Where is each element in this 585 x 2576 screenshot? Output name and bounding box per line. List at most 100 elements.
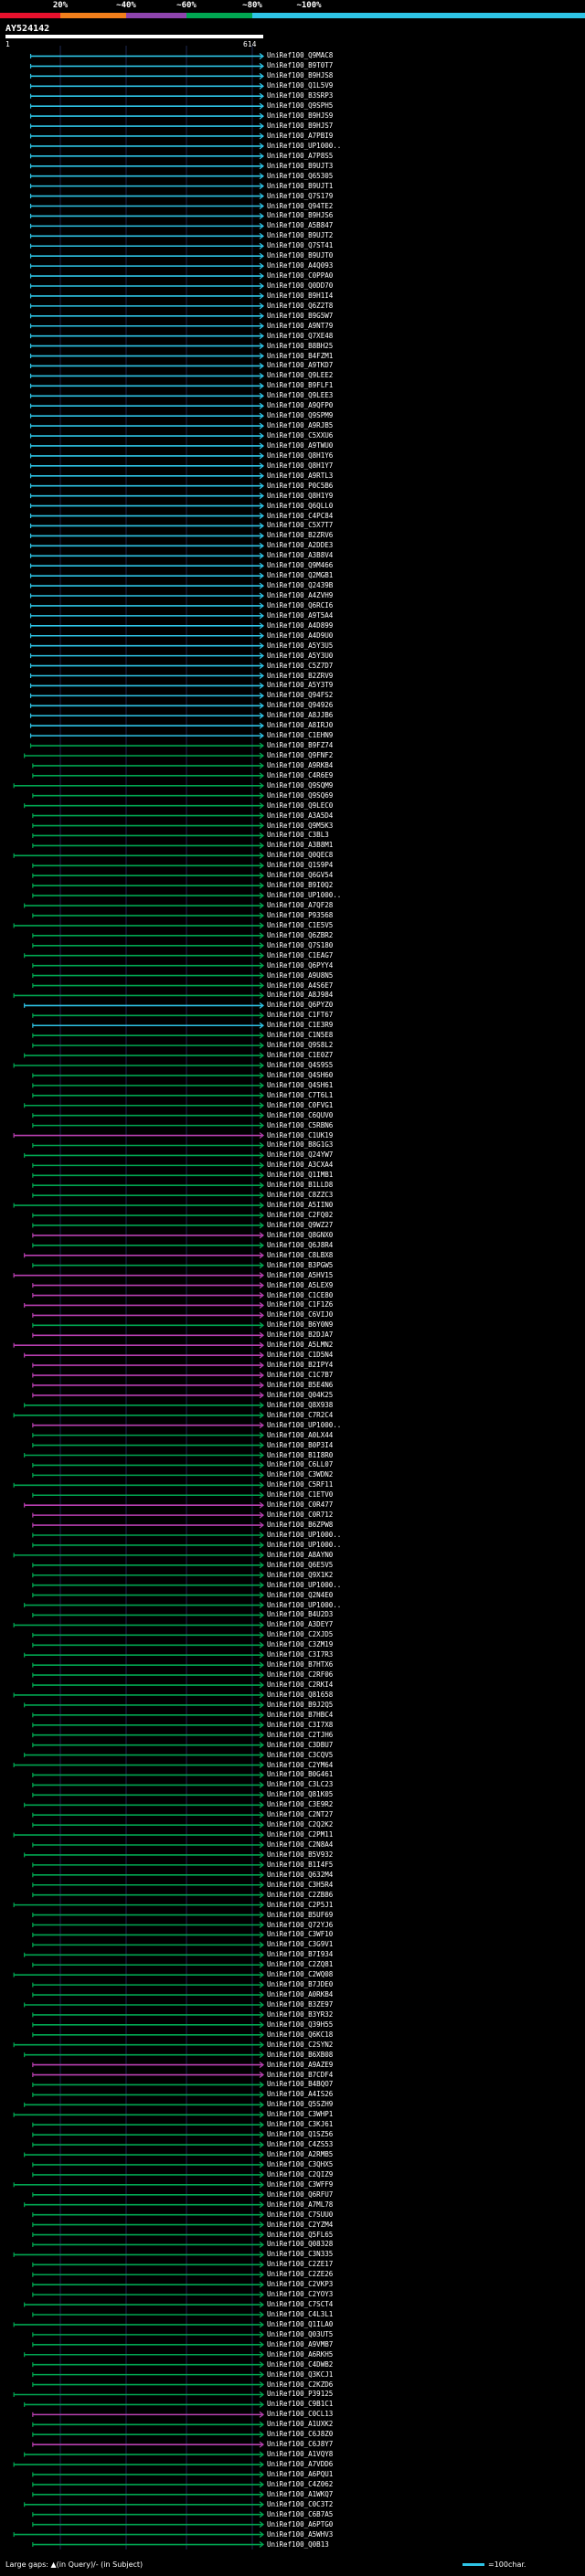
- hit-label[interactable]: UniRef100_C7SUU0: [267, 2210, 334, 2219]
- hit-label[interactable]: UniRef100_A2RMB5: [267, 2150, 334, 2159]
- hit-label[interactable]: UniRef100_Q9FNF2: [267, 750, 334, 759]
- hit-label[interactable]: UniRef100_C2N8A4: [267, 1840, 334, 1849]
- hit-label[interactable]: UniRef100_Q6RCI6: [267, 600, 334, 610]
- hit-label[interactable]: UniRef100_Q65305: [267, 171, 334, 180]
- hit-label[interactable]: UniRef100_A3A5D4: [267, 811, 334, 820]
- hit-label[interactable]: UniRef100_C2ZB86: [267, 1890, 334, 1899]
- hit-label[interactable]: UniRef100_C0PPA0: [267, 271, 334, 281]
- hit-label[interactable]: UniRef100_B6Y0N9: [267, 1320, 334, 1330]
- hit-label[interactable]: UniRef100_B2ZRV6: [267, 531, 334, 540]
- hit-label[interactable]: UniRef100_A3DEY7: [267, 1620, 334, 1629]
- hit-label[interactable]: UniRef100_C2PM11: [267, 1830, 334, 1839]
- hit-label[interactable]: UniRef100_A5LMN2: [267, 1341, 334, 1350]
- hit-label[interactable]: UniRef100_B4BQO7: [267, 2080, 334, 2089]
- hit-label[interactable]: UniRef100_Q9SPM9: [267, 411, 334, 420]
- hit-label[interactable]: UniRef100_C2QIZ9: [267, 2169, 334, 2178]
- hit-label[interactable]: UniRef100_C5Z7D7: [267, 661, 334, 670]
- hit-label[interactable]: UniRef100_A9RKB4: [267, 760, 334, 769]
- hit-label[interactable]: UniRef100_Q94TE2: [267, 201, 334, 210]
- hit-label[interactable]: UniRef100_Q9MAC8: [267, 51, 334, 60]
- hit-label[interactable]: UniRef100_Q0QEC8: [267, 851, 334, 860]
- hit-label[interactable]: UniRef100_Q94FS2: [267, 691, 334, 700]
- hit-label[interactable]: UniRef100_Q5FL65: [267, 2230, 334, 2239]
- hit-label[interactable]: UniRef100_A4ZVH9: [267, 591, 334, 599]
- hit-label[interactable]: UniRef100_B0G461: [267, 1770, 334, 1779]
- hit-label[interactable]: UniRef100_B7I934: [267, 1950, 334, 1959]
- hit-label[interactable]: UniRef100_C2ZE17: [267, 2260, 334, 2269]
- hit-label[interactable]: UniRef100_A2DDE3: [267, 541, 334, 550]
- hit-label[interactable]: UniRef100_B8G1G3: [267, 1140, 334, 1150]
- hit-label[interactable]: UniRef100_Q24YW7: [267, 1150, 334, 1160]
- hit-label[interactable]: UniRef100_C2SYN2: [267, 2040, 334, 2049]
- hit-label[interactable]: UniRef100_Q1ILA0: [267, 2319, 334, 2328]
- hit-label[interactable]: UniRef100_C3WF10: [267, 1930, 334, 1939]
- hit-label[interactable]: UniRef100_Q8H1Y9: [267, 491, 334, 500]
- hit-label[interactable]: UniRef100_Q4SH61: [267, 1080, 334, 1089]
- hit-label[interactable]: UniRef100_A5Y3T9: [267, 681, 334, 690]
- hit-label[interactable]: UniRef100_C2KZD6: [267, 2380, 334, 2389]
- hit-label[interactable]: UniRef100_A5LEX9: [267, 1280, 334, 1289]
- hit-label[interactable]: UniRef100_Q1L5V9: [267, 81, 334, 90]
- hit-label[interactable]: UniRef100_A0LX44: [267, 1430, 334, 1439]
- hit-label[interactable]: UniRef100_C2FQ02: [267, 1211, 334, 1220]
- hit-label[interactable]: UniRef100_A1UXK2: [267, 2420, 334, 2429]
- hit-label[interactable]: UniRef100_A7ML78: [267, 2200, 334, 2209]
- hit-label[interactable]: UniRef100_B4U2D3: [267, 1610, 334, 1619]
- hit-label[interactable]: UniRef100_C1E5V5: [267, 920, 334, 929]
- hit-label[interactable]: UniRef100_C1EAG7: [267, 950, 334, 959]
- hit-label[interactable]: UniRef100_Q6Z2T8: [267, 301, 334, 310]
- hit-label[interactable]: UniRef100_C1ETV0: [267, 1490, 334, 1500]
- hit-label[interactable]: UniRef100_C4PC84: [267, 511, 334, 520]
- hit-label[interactable]: UniRef100_B6XB08: [267, 2050, 334, 2059]
- hit-label[interactable]: UniRef100_C1CE80: [267, 1290, 334, 1299]
- hit-label[interactable]: UniRef100_Q4S9S5: [267, 1061, 334, 1069]
- hit-label[interactable]: UniRef100_Q72YJ6: [267, 1920, 334, 1929]
- hit-label[interactable]: UniRef100_UP1000..: [267, 141, 342, 150]
- hit-label[interactable]: UniRef100_C2XJD5: [267, 1630, 334, 1639]
- hit-label[interactable]: UniRef100_A4D899: [267, 620, 334, 630]
- hit-label[interactable]: UniRef100_A3B8M1: [267, 841, 334, 850]
- hit-label[interactable]: UniRef100_B9G5W7: [267, 311, 334, 320]
- hit-label[interactable]: UniRef100_B9HJS9: [267, 111, 334, 121]
- hit-label[interactable]: UniRef100_Q04K25: [267, 1390, 334, 1399]
- hit-label[interactable]: UniRef100_B9I0Q2: [267, 881, 334, 890]
- hit-label[interactable]: UniRef100_C6QUV0: [267, 1110, 334, 1119]
- hit-label[interactable]: UniRef100_A5IIN0: [267, 1201, 334, 1210]
- hit-label[interactable]: UniRef100_Q7S179: [267, 191, 334, 200]
- hit-label[interactable]: UniRef100_C0R477: [267, 1500, 334, 1510]
- hit-label[interactable]: UniRef100_B9HJS7: [267, 122, 334, 131]
- hit-label[interactable]: UniRef100_C3CQV5: [267, 1750, 334, 1759]
- hit-label[interactable]: UniRef100_C3H5R4: [267, 1880, 334, 1889]
- hit-label[interactable]: UniRef100_Q2439B: [267, 581, 334, 590]
- hit-label[interactable]: UniRef100_Q9WZ27: [267, 1220, 334, 1229]
- hit-label[interactable]: UniRef100_Q7S180: [267, 940, 334, 949]
- hit-label[interactable]: UniRef100_B5V932: [267, 1850, 334, 1859]
- hit-label[interactable]: UniRef100_Q0B13: [267, 2539, 329, 2549]
- hit-label[interactable]: UniRef100_Q6J8R4: [267, 1240, 334, 1249]
- hit-label[interactable]: UniRef100_A6RKH5: [267, 2349, 334, 2359]
- hit-label[interactable]: UniRef100_C3BL3: [267, 831, 329, 840]
- hit-label[interactable]: UniRef100_C1F1Z6: [267, 1300, 334, 1309]
- hit-label[interactable]: UniRef100_B5E4N6: [267, 1380, 334, 1389]
- hit-label[interactable]: UniRef100_Q08328: [267, 2240, 334, 2249]
- hit-label[interactable]: UniRef100_C3LC23: [267, 1780, 334, 1789]
- hit-label[interactable]: UniRef100_C4DWB2: [267, 2359, 334, 2369]
- hit-label[interactable]: UniRef100_C2VKP3: [267, 2280, 334, 2289]
- hit-label[interactable]: UniRef100_Q1S9P4: [267, 861, 334, 870]
- hit-label[interactable]: UniRef100_C2TJH6: [267, 1730, 334, 1739]
- hit-label[interactable]: UniRef100_B5UF69: [267, 1910, 334, 1919]
- hit-label[interactable]: UniRef100_B9T0T7: [267, 61, 334, 70]
- hit-label[interactable]: UniRef100_C3KJ61: [267, 2120, 334, 2129]
- hit-label[interactable]: UniRef100_A4S6E7: [267, 981, 334, 990]
- hit-label[interactable]: UniRef100_C2ZE26: [267, 2270, 334, 2279]
- hit-label[interactable]: UniRef100_Q0DD70: [267, 281, 334, 290]
- hit-label[interactable]: UniRef100_C7SCT4: [267, 2300, 334, 2309]
- hit-label[interactable]: UniRef100_C3WHP1: [267, 2110, 334, 2119]
- hit-label[interactable]: UniRef100_B7CDF4: [267, 2070, 334, 2079]
- hit-label[interactable]: UniRef100_B7JDE0: [267, 1980, 334, 1989]
- hit-label[interactable]: UniRef100_B2IPY4: [267, 1361, 334, 1370]
- hit-label[interactable]: UniRef100_A9TWU0: [267, 440, 334, 450]
- hit-label[interactable]: UniRef100_C3N335: [267, 2250, 334, 2259]
- hit-label[interactable]: UniRef100_B4FZM1: [267, 351, 334, 360]
- hit-label[interactable]: UniRef100_Q9S8L2: [267, 1041, 334, 1050]
